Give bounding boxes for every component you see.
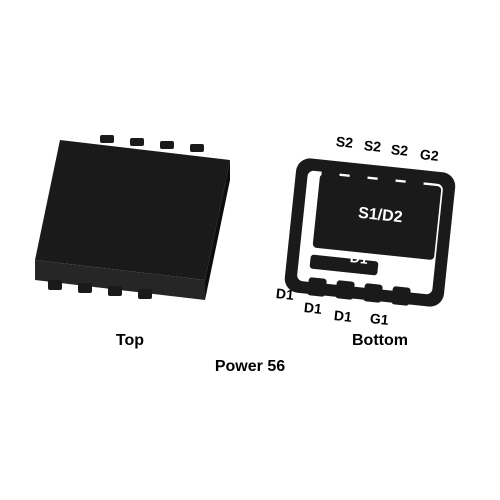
package-title: Power 56	[190, 358, 310, 376]
pin-t1-label: S2	[335, 133, 354, 151]
bottom-view: S1/D2 D1 S2 S2 S2 G2 D1 D1 D1 G1	[280, 150, 470, 330]
pin-b1	[307, 277, 327, 297]
pin-t4	[405, 170, 425, 188]
pin-t3	[377, 167, 397, 185]
top-caption: Top	[90, 332, 170, 350]
pin-t2	[349, 164, 369, 182]
pin-b4-label: G1	[369, 310, 389, 328]
pin-b3	[363, 283, 383, 303]
bottom-caption: Bottom	[330, 332, 430, 350]
pin-b2	[335, 280, 355, 300]
pin-b1-label: D1	[275, 285, 294, 303]
pin-t4-label: G2	[419, 146, 439, 164]
package-diagram: Top S1/D2 D1 S2 S2 S2 G2 D1 D1 D1 G1 Bo	[0, 0, 500, 500]
pin-t2-label: S2	[363, 137, 382, 155]
top-view	[30, 130, 250, 320]
inner-bar-label: D1	[349, 249, 368, 267]
pin-t1	[321, 161, 341, 179]
pin-t3-label: S2	[390, 141, 409, 159]
pin-b2-label: D1	[303, 299, 322, 317]
pin-b4	[391, 286, 411, 306]
pin-b3-label: D1	[333, 307, 352, 325]
